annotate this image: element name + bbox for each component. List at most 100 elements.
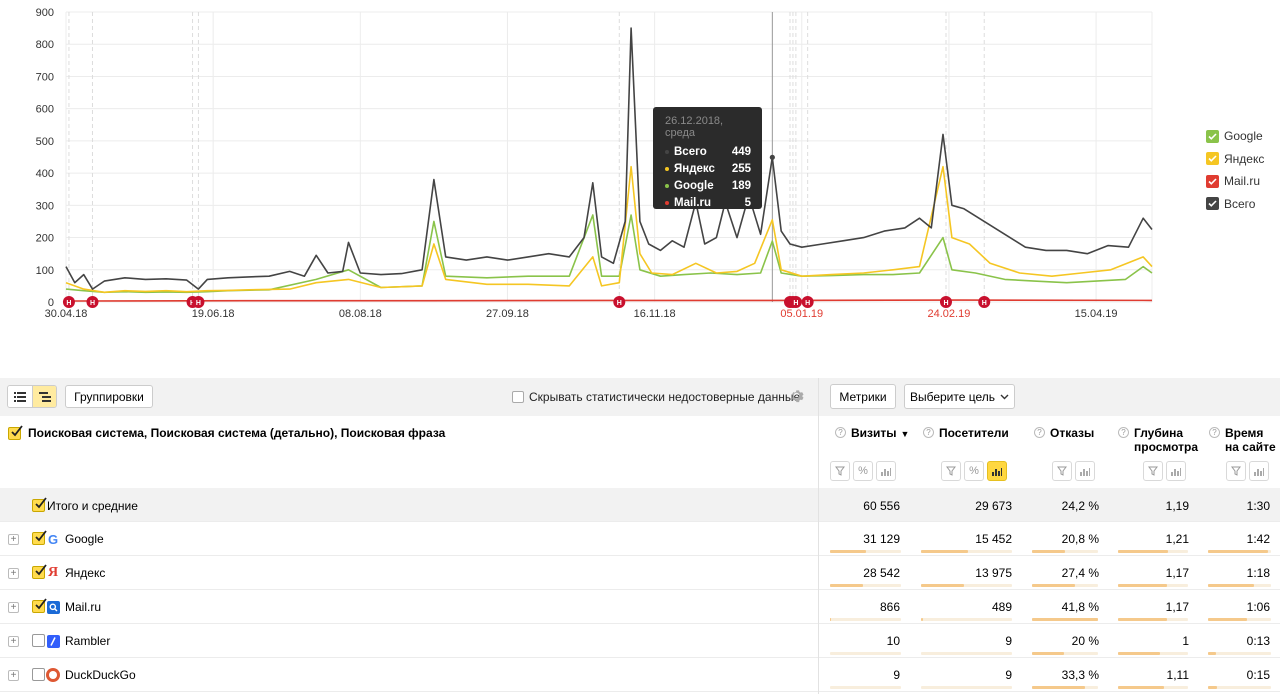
column-visitors[interactable]: ? Посетители	[923, 426, 1009, 440]
share-bar-fill	[830, 550, 867, 553]
table-row[interactable]: + DuckDuckGo 9 9 33,3 % 1,11 0:15	[0, 658, 1280, 692]
table-row[interactable]: + Я Яндекс 28 542 13 975 27,4 % 1,17 1:18	[0, 556, 1280, 590]
view-mode-switch[interactable]	[7, 385, 57, 408]
row-name: Rambler	[65, 634, 111, 648]
series-dot-icon	[665, 183, 669, 188]
tooltip-series-name: Яндекс	[674, 162, 715, 175]
tooltip-series-value: 449	[731, 145, 751, 158]
y-tick-label: 200	[36, 233, 54, 245]
cell-depth: 1,17	[1165, 566, 1189, 580]
table-row[interactable]: + Rambler 10 9 20 % 1 0:13	[0, 624, 1280, 658]
legend-label: Google	[1224, 129, 1263, 144]
holiday-badge-icon: H	[192, 296, 205, 308]
row-name: Mail.ru	[65, 600, 102, 614]
series-line-Всего	[65, 27, 1153, 290]
column-visits-label: Визиты	[851, 426, 897, 440]
expand-icon[interactable]: +	[8, 636, 19, 647]
gear-icon[interactable]	[789, 388, 805, 404]
holiday-badge-label: H	[805, 300, 810, 307]
row-checkbox[interactable]	[32, 530, 47, 545]
share-bar-visitors	[921, 652, 1012, 655]
groupings-button[interactable]: Группировки	[65, 385, 153, 408]
cell-depth: 1,21	[1165, 532, 1189, 546]
share-bar-time	[1208, 686, 1271, 689]
list-view-icon[interactable]	[8, 386, 32, 407]
table-row[interactable]: + Mail.ru 866 489 41,8 % 1,17 1:06	[0, 590, 1280, 624]
y-tick-label: 800	[36, 39, 54, 51]
legend-item[interactable]: Всего	[1206, 193, 1264, 216]
y-tick-label: 0	[48, 297, 54, 309]
column-visits[interactable]: ? Визиты ▼	[835, 426, 909, 441]
metrics-button[interactable]: Метрики	[830, 384, 896, 409]
legend-item[interactable]: Яндекс	[1206, 148, 1264, 171]
bar-chart-icon[interactable]	[876, 461, 896, 481]
filter-icon[interactable]	[1226, 461, 1246, 481]
row-checkbox[interactable]	[32, 598, 47, 613]
column-time[interactable]: ? Время на сайте	[1209, 426, 1277, 454]
share-bar-fill	[1032, 550, 1065, 553]
bar-chart-icon[interactable]	[987, 461, 1007, 481]
series-line-Яндекс	[65, 165, 1153, 294]
cell-depth: 1,17	[1165, 600, 1189, 614]
goal-select-label: Выберите цель	[909, 389, 996, 404]
filter-icon[interactable]	[830, 461, 850, 481]
bar-chart-icon[interactable]	[1075, 461, 1095, 481]
percent-icon[interactable]: %	[964, 461, 984, 481]
row-checkbox[interactable]	[32, 634, 45, 647]
help-icon[interactable]: ?	[923, 427, 934, 438]
share-bar-depth	[1118, 584, 1188, 587]
column-depth[interactable]: ? Глубина просмотра	[1118, 426, 1198, 454]
dimensions-checkbox[interactable]	[8, 425, 23, 440]
filter-icon[interactable]	[941, 461, 961, 481]
sort-desc-icon[interactable]: ▼	[900, 429, 910, 439]
x-tick-label: 30.04.18	[45, 308, 88, 320]
cell-time: 1:06	[1246, 600, 1270, 614]
filter-icon[interactable]	[1052, 461, 1072, 481]
expand-icon[interactable]: +	[8, 670, 19, 681]
expand-icon[interactable]: +	[8, 602, 19, 613]
column-bounces[interactable]: ? Отказы	[1034, 426, 1094, 440]
share-bar-fill	[921, 584, 964, 587]
hide-unreliable-checkbox[interactable]: Скрывать статистически недостоверные дан…	[512, 390, 800, 404]
row-checkbox[interactable]	[32, 668, 45, 681]
mailru-icon	[46, 600, 60, 614]
holiday-badge	[789, 296, 802, 308]
help-icon[interactable]: ?	[1034, 427, 1045, 438]
share-bar-fill	[830, 584, 864, 587]
help-icon[interactable]: ?	[835, 427, 846, 438]
duckduckgo-icon	[46, 668, 60, 682]
x-tick-label: 08.08.18	[339, 308, 382, 320]
help-icon[interactable]: ?	[1118, 427, 1129, 438]
legend-checkbox-icon[interactable]	[1206, 152, 1219, 166]
cell-visits: 866	[879, 600, 900, 614]
share-bar-fill	[921, 618, 923, 621]
filter-icon[interactable]	[1143, 461, 1163, 481]
dimensions-header[interactable]: Поисковая система, Поисковая система (де…	[8, 425, 445, 440]
legend-checkbox-icon[interactable]	[1206, 197, 1219, 211]
share-bar-depth	[1118, 550, 1188, 553]
cell-time: 0:15	[1246, 668, 1270, 682]
totals-row: Итого и средние 60 556 29 673 24,2 % 1,1…	[0, 488, 1280, 522]
checkbox-box[interactable]	[512, 391, 524, 403]
legend-item[interactable]: Google	[1206, 125, 1264, 148]
bar-chart-icon[interactable]	[1249, 461, 1269, 481]
totals-checkbox[interactable]	[32, 497, 47, 512]
bar-chart-icon[interactable]	[1166, 461, 1186, 481]
tree-view-icon[interactable]	[32, 386, 56, 407]
tooltip-row: Google 189	[665, 177, 751, 194]
help-icon[interactable]: ?	[1209, 427, 1220, 438]
percent-icon[interactable]: %	[853, 461, 873, 481]
expand-icon[interactable]: +	[8, 568, 19, 579]
report-toolbar: Группировки Скрывать статистически недос…	[0, 378, 1280, 416]
legend-checkbox-icon[interactable]	[1206, 174, 1219, 188]
share-bar-visits	[830, 652, 901, 655]
row-checkbox[interactable]	[32, 564, 47, 579]
share-bar-fill	[1208, 686, 1217, 689]
expand-icon[interactable]: +	[8, 534, 19, 545]
goal-select[interactable]: Выберите цель	[904, 384, 1015, 409]
hover-point	[769, 154, 775, 160]
legend-checkbox-icon[interactable]	[1206, 129, 1219, 143]
y-tick-label: 700	[36, 71, 54, 83]
legend-item[interactable]: Mail.ru	[1206, 170, 1264, 193]
table-row[interactable]: + G Google 31 129 15 452 20,8 % 1,21 1:42	[0, 522, 1280, 556]
